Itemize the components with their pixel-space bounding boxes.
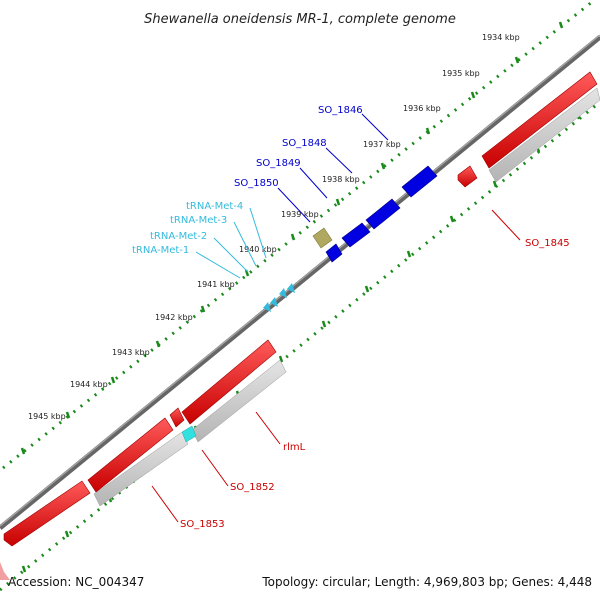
- label-so1848: SO_1848: [282, 138, 327, 149]
- label-so1846: SO_1846: [318, 105, 363, 116]
- tick-label-1936: 1936 kbp: [403, 104, 441, 113]
- tick-label-1944: 1944 kbp: [70, 380, 108, 389]
- tick-label-1945: 1945 kbp: [28, 412, 66, 421]
- forward-strand-features: [312, 165, 438, 263]
- trna-met-1[interactable]: [263, 302, 271, 312]
- gray-feature-2: [191, 359, 287, 443]
- trna-features: [263, 283, 295, 312]
- outer-tick-ring: [2, 0, 597, 470]
- label-so1849: SO_1849: [256, 158, 301, 169]
- label-trna-met-4: tRNA-Met-4: [186, 201, 243, 212]
- tick-label-1934: 1934 kbp: [482, 33, 520, 42]
- cds-so1845-a[interactable]: [481, 71, 598, 169]
- cds-small-red[interactable]: [169, 407, 185, 428]
- tick-label-1935: 1935 kbp: [442, 69, 480, 78]
- cds-so1849[interactable]: [341, 222, 371, 248]
- outer-major-ticks: [20, 21, 564, 455]
- label-so1850: SO_1850: [234, 178, 279, 189]
- cds-so1846[interactable]: [401, 165, 438, 198]
- genome-backbone-highlight: [0, 34, 600, 527]
- inner-tick-ring: [0, 100, 600, 592]
- cyan-feature: [181, 425, 197, 443]
- label-trna-met-2: tRNA-Met-2: [150, 231, 207, 242]
- label-trna-met-3: tRNA-Met-3: [170, 215, 227, 226]
- cds-so1845-b[interactable]: [457, 165, 478, 188]
- misc-feature[interactable]: [312, 227, 333, 249]
- reverse-strand-features: [3, 71, 598, 547]
- gray-features: [0, 87, 600, 580]
- tick-label-1942: 1942 kbp: [155, 313, 193, 322]
- tick-label-1937: 1937 kbp: [363, 140, 401, 149]
- cds-rlml[interactable]: [181, 339, 277, 425]
- cds-so1853[interactable]: [3, 480, 91, 547]
- tick-label-1939: 1939 kbp: [281, 210, 319, 219]
- label-so1845: SO_1845: [525, 238, 570, 249]
- accession-text: Accession: NC_004347: [8, 575, 144, 589]
- tick-label-1941: 1941 kbp: [197, 280, 235, 289]
- trna-met-4[interactable]: [287, 283, 295, 293]
- label-trna-met-1: tRNA-Met-1: [132, 245, 189, 256]
- label-leaders: [151, 113, 521, 523]
- map-title: Shewanella oneidensis MR-1, complete gen…: [144, 12, 456, 27]
- label-rlml: rlmL: [283, 442, 306, 453]
- cds-so1852[interactable]: [87, 417, 174, 493]
- trna-met-3[interactable]: [279, 288, 287, 298]
- trna-met-2[interactable]: [270, 297, 278, 307]
- tick-label-1940: 1940 kbp: [239, 245, 277, 254]
- partial-red-feature: [0, 562, 10, 580]
- tick-label-1938: 1938 kbp: [322, 175, 360, 184]
- inner-major-ticks: [21, 112, 581, 573]
- label-so1852: SO_1852: [230, 482, 275, 493]
- cds-so1850[interactable]: [325, 243, 343, 263]
- tick-label-1943: 1943 kbp: [112, 348, 150, 357]
- gray-feature-3: [93, 431, 189, 507]
- topology-text: Topology: circular; Length: 4,969,803 bp…: [261, 575, 592, 589]
- genome-backbone: [0, 35, 600, 530]
- label-so1853: SO_1853: [180, 519, 225, 530]
- gray-feature-1: [488, 87, 600, 183]
- cds-so1848[interactable]: [365, 198, 401, 230]
